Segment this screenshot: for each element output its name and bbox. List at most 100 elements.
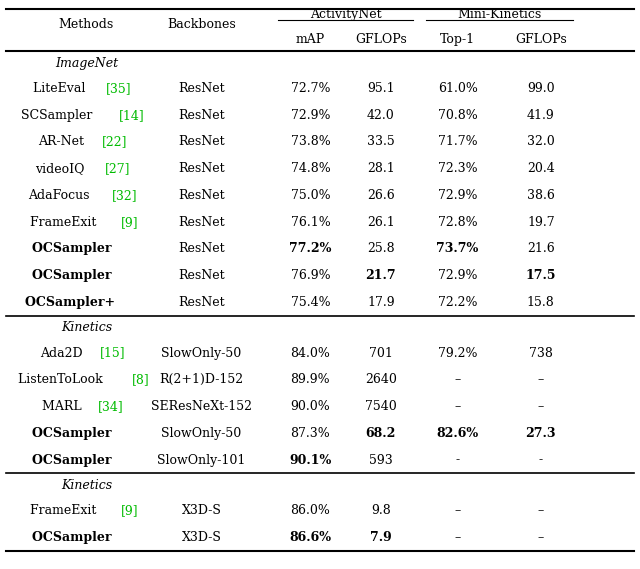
Text: SlowOnly-101: SlowOnly-101 [157, 453, 246, 467]
Text: 71.7%: 71.7% [438, 135, 477, 149]
Text: Top-1: Top-1 [440, 34, 475, 46]
Text: -: - [539, 453, 543, 467]
Text: –: – [538, 504, 544, 517]
Text: ResNet: ResNet [179, 109, 225, 122]
Text: FrameExit: FrameExit [29, 216, 100, 229]
Text: OCSampler: OCSampler [32, 531, 116, 544]
Text: 99.0: 99.0 [527, 82, 555, 95]
Text: –: – [538, 373, 544, 386]
Text: 75.0%: 75.0% [291, 189, 330, 202]
Text: Mini-Kinetics: Mini-Kinetics [457, 8, 541, 20]
Text: Methods: Methods [59, 18, 114, 31]
Text: 77.2%: 77.2% [289, 242, 332, 255]
Text: 74.8%: 74.8% [291, 162, 330, 175]
Text: GFLOPs: GFLOPs [355, 34, 406, 46]
Text: 79.2%: 79.2% [438, 347, 477, 360]
Text: 86.6%: 86.6% [289, 531, 332, 544]
Text: 41.9: 41.9 [527, 109, 555, 122]
Text: 27.3: 27.3 [525, 427, 556, 440]
Text: 87.3%: 87.3% [291, 427, 330, 440]
Text: 72.9%: 72.9% [438, 269, 477, 282]
Text: –: – [454, 531, 461, 544]
Text: [9]: [9] [120, 504, 138, 517]
Text: OCSampler: OCSampler [32, 269, 116, 282]
Text: 76.1%: 76.1% [291, 216, 330, 229]
Text: 17.5: 17.5 [525, 269, 556, 282]
Text: OCSampler: OCSampler [32, 242, 116, 255]
Text: 2640: 2640 [365, 373, 397, 386]
Text: 72.7%: 72.7% [291, 82, 330, 95]
Text: Ada2D: Ada2D [40, 347, 86, 360]
Text: 72.9%: 72.9% [438, 189, 477, 202]
Text: [32]: [32] [112, 189, 138, 202]
Text: ListenToLook: ListenToLook [18, 373, 106, 386]
Text: ResNet: ResNet [179, 82, 225, 95]
Text: ImageNet: ImageNet [55, 57, 118, 69]
Text: 73.8%: 73.8% [291, 135, 330, 149]
Text: 7540: 7540 [365, 400, 397, 413]
Text: Kinetics: Kinetics [61, 321, 112, 334]
Text: 72.8%: 72.8% [438, 216, 477, 229]
Text: OCSampler+: OCSampler+ [26, 296, 120, 309]
Text: 42.0: 42.0 [367, 109, 395, 122]
Text: 15.8: 15.8 [527, 296, 555, 309]
Text: 701: 701 [369, 347, 393, 360]
Text: Backbones: Backbones [167, 18, 236, 31]
Text: MARL: MARL [42, 400, 85, 413]
Text: 28.1: 28.1 [367, 162, 395, 175]
Text: [35]: [35] [106, 82, 132, 95]
Text: R(2+1)D-152: R(2+1)D-152 [159, 373, 244, 386]
Text: -: - [456, 453, 460, 467]
Text: X3D-S: X3D-S [182, 531, 221, 544]
Text: –: – [454, 400, 461, 413]
Text: 21.6: 21.6 [527, 242, 555, 255]
Text: FrameExit: FrameExit [29, 504, 100, 517]
Text: –: – [454, 504, 461, 517]
Text: AR-Net: AR-Net [38, 135, 88, 149]
Text: 84.0%: 84.0% [291, 347, 330, 360]
Text: 32.0: 32.0 [527, 135, 555, 149]
Text: 72.2%: 72.2% [438, 296, 477, 309]
Text: SlowOnly-50: SlowOnly-50 [161, 347, 242, 360]
Text: 72.3%: 72.3% [438, 162, 477, 175]
Text: 33.5: 33.5 [367, 135, 395, 149]
Text: ResNet: ResNet [179, 296, 225, 309]
Text: ActivityNet: ActivityNet [310, 8, 381, 20]
Text: –: – [538, 531, 544, 544]
Text: [8]: [8] [132, 373, 150, 386]
Text: 95.1: 95.1 [367, 82, 395, 95]
Text: 26.1: 26.1 [367, 216, 395, 229]
Text: OCSampler: OCSampler [32, 427, 116, 440]
Text: [15]: [15] [100, 347, 125, 360]
Text: 738: 738 [529, 347, 553, 360]
Text: –: – [538, 400, 544, 413]
Text: SlowOnly-50: SlowOnly-50 [161, 427, 242, 440]
Text: AdaFocus: AdaFocus [28, 189, 93, 202]
Text: ResNet: ResNet [179, 269, 225, 282]
Text: 21.7: 21.7 [365, 269, 396, 282]
Text: 89.9%: 89.9% [291, 373, 330, 386]
Text: mAP: mAP [296, 34, 325, 46]
Text: 25.8: 25.8 [367, 242, 395, 255]
Text: SCSampler: SCSampler [21, 109, 97, 122]
Text: X3D-S: X3D-S [182, 504, 221, 517]
Text: [34]: [34] [98, 400, 124, 413]
Text: 90.0%: 90.0% [291, 400, 330, 413]
Text: 73.7%: 73.7% [436, 242, 479, 255]
Text: 593: 593 [369, 453, 393, 467]
Text: 90.1%: 90.1% [289, 453, 332, 467]
Text: 61.0%: 61.0% [438, 82, 477, 95]
Text: 75.4%: 75.4% [291, 296, 330, 309]
Text: 76.9%: 76.9% [291, 269, 330, 282]
Text: ResNet: ResNet [179, 216, 225, 229]
Text: 70.8%: 70.8% [438, 109, 477, 122]
Text: GFLOPs: GFLOPs [515, 34, 566, 46]
Text: 26.6: 26.6 [367, 189, 395, 202]
Text: SEResNeXt-152: SEResNeXt-152 [151, 400, 252, 413]
Text: 38.6: 38.6 [527, 189, 555, 202]
Text: 19.7: 19.7 [527, 216, 555, 229]
Text: 68.2: 68.2 [365, 427, 396, 440]
Text: ResNet: ResNet [179, 242, 225, 255]
Text: 17.9: 17.9 [367, 296, 395, 309]
Text: ResNet: ResNet [179, 189, 225, 202]
